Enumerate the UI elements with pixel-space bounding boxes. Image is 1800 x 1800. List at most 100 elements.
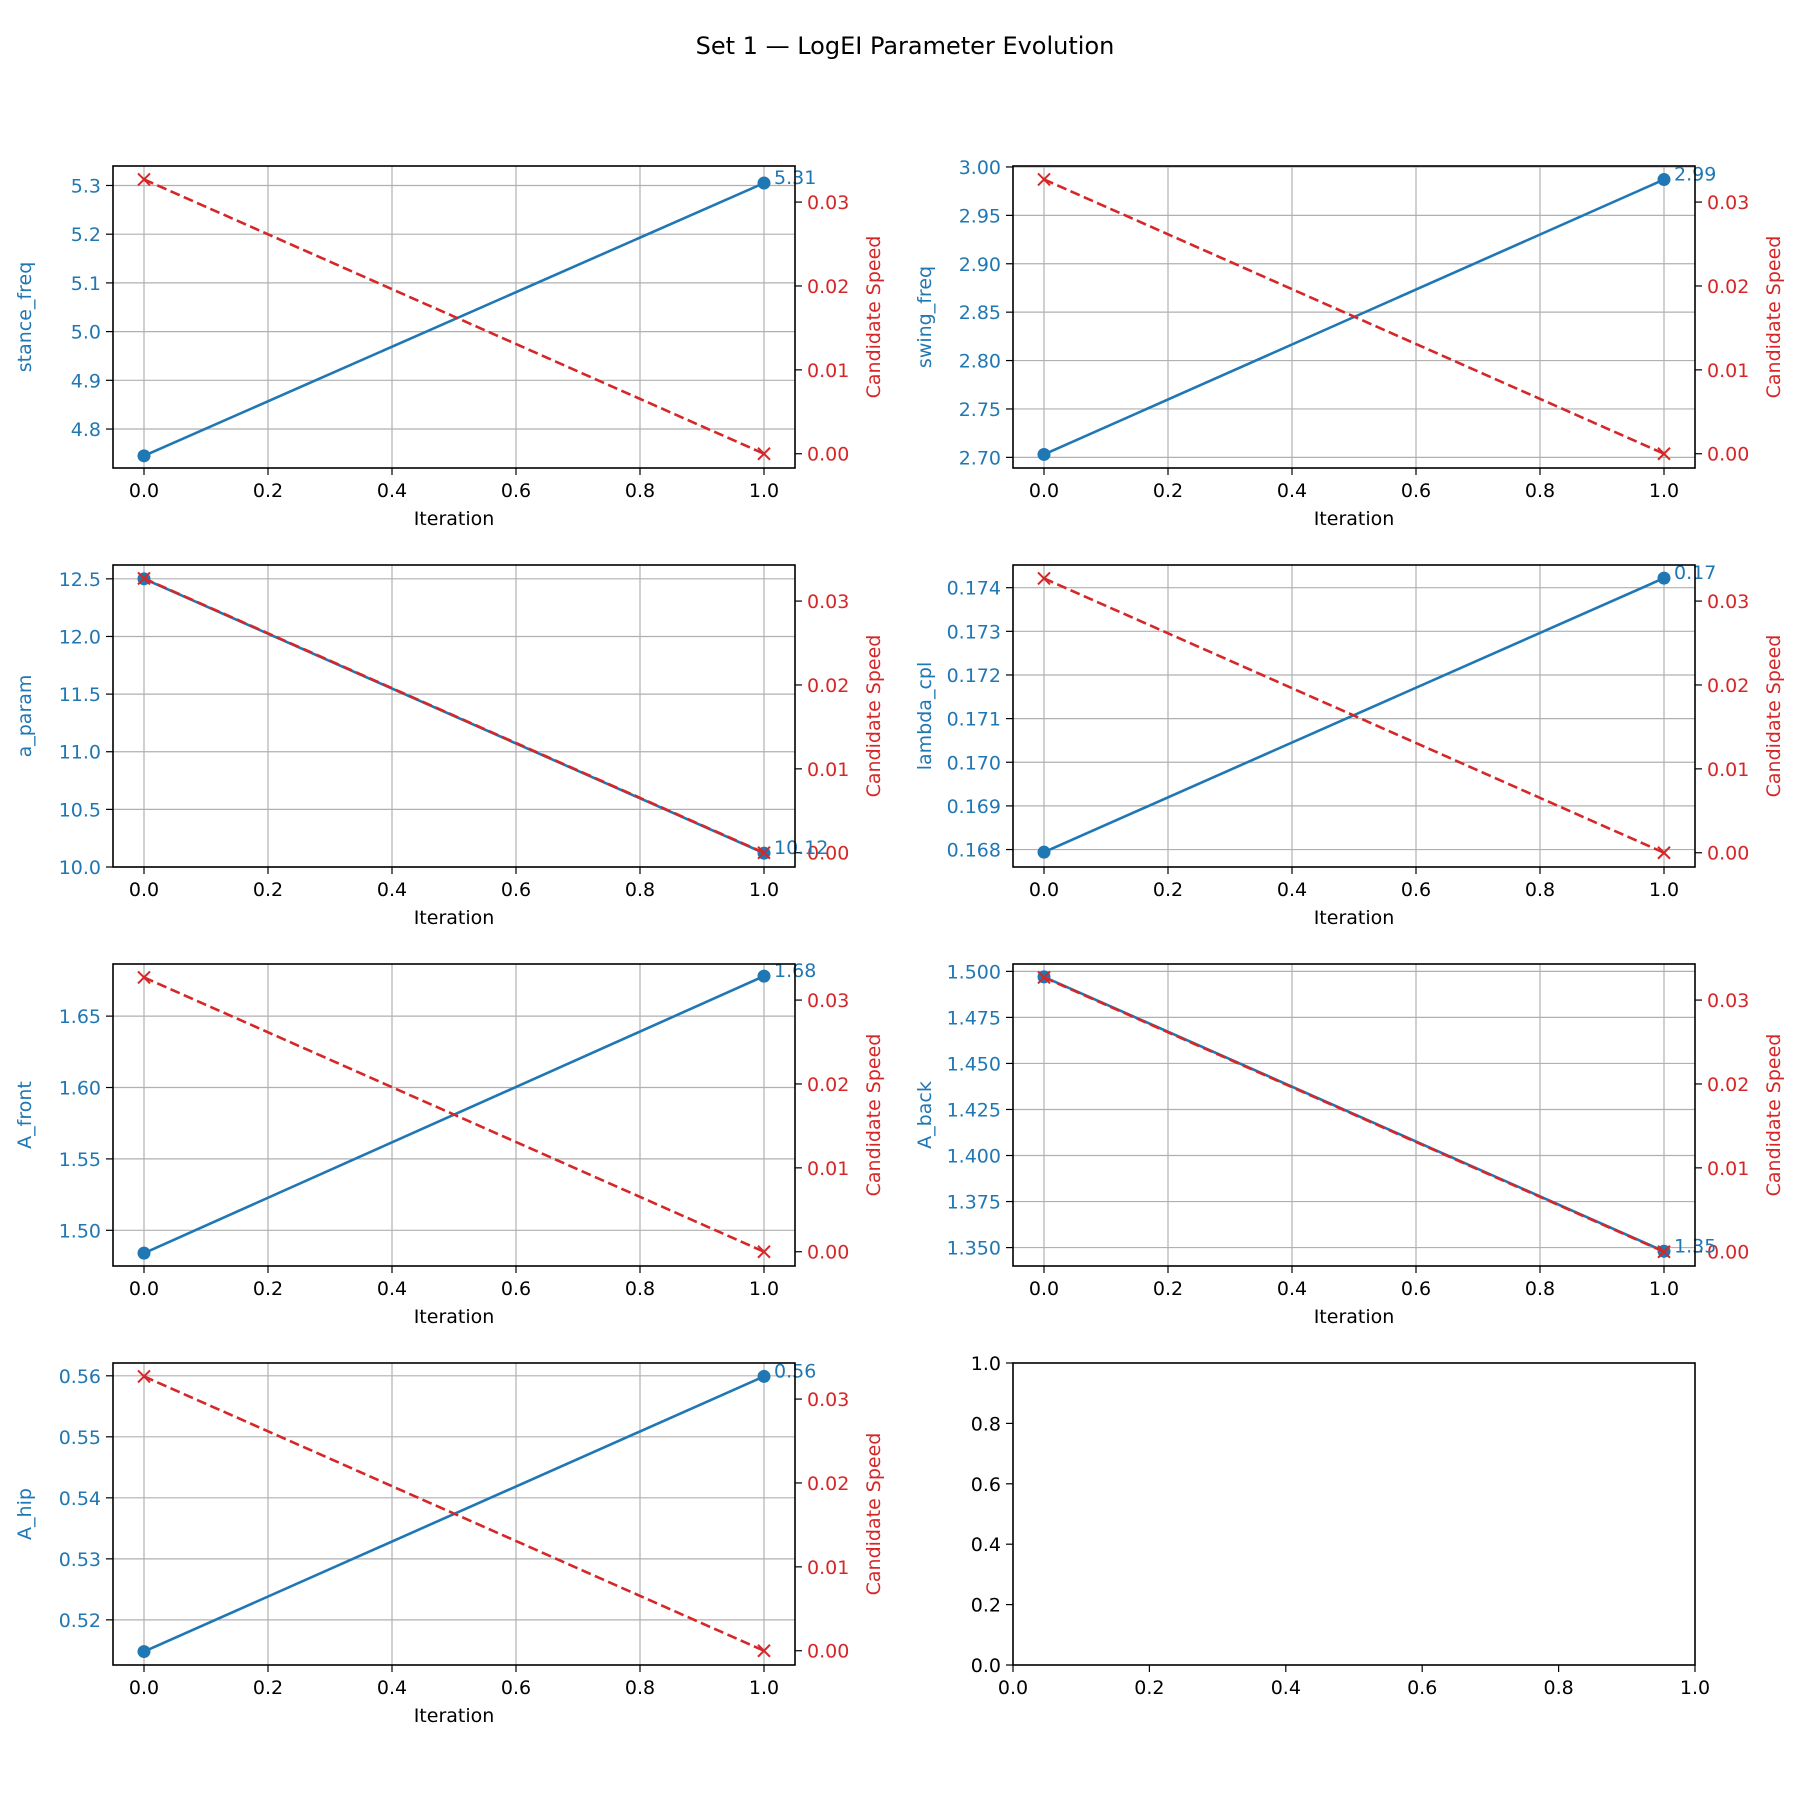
parameter-point (757, 176, 771, 190)
candidate-speed-marker (1657, 1245, 1671, 1259)
x-tick-label: 0.8 (1525, 480, 1555, 502)
x-tick-label: 0.2 (253, 480, 283, 502)
candidate-speed-marker (137, 571, 151, 586)
x-tick-label: 1.0 (749, 480, 779, 502)
y-tick-label: 1.0 (971, 1353, 1001, 1375)
x-tick-label: 0.6 (1407, 1677, 1437, 1699)
y-tick-label: 2.80 (959, 351, 1001, 373)
y-tick-label: 0.2 (971, 1595, 1001, 1617)
subplot-2: 0.0 0.2 0.4 0.6 0.8 1.0 2.70 2.75 2.80 2.85 2.90 2.… (914, 157, 1785, 530)
y-tick-label: 1.425 (947, 1099, 1001, 1121)
y-tick-label: 1.375 (947, 1192, 1001, 1214)
x-tick-label: 0.6 (1401, 480, 1431, 502)
x-tick-label: 1.0 (1649, 480, 1679, 502)
candidate-speed-line (1043, 577, 1665, 854)
x-axis-label: Iteration (414, 1705, 495, 1727)
marker-stroke (137, 172, 151, 187)
x-tick-label: 0.6 (501, 879, 531, 901)
y-tick-label: 0.169 (947, 796, 1001, 818)
y-tick-label: 2.95 (959, 205, 1001, 227)
x-axis-label: Iteration (414, 1306, 495, 1328)
y2-tick-label: 0.01 (1707, 759, 1749, 781)
y-tick-label: 5.3 (71, 175, 101, 197)
y2-tick-label: 0.00 (807, 444, 849, 466)
x-tick-label: 0.4 (377, 879, 407, 901)
parameter-line (143, 181, 765, 458)
x-tick-label: 1.0 (1680, 1677, 1710, 1699)
y2-tick-label: 0.01 (807, 759, 849, 781)
y-axis-label: stance_freq (14, 262, 36, 373)
x-tick-label: 0.2 (1153, 1278, 1183, 1300)
y2-tick-label: 0.03 (807, 1389, 849, 1411)
y-tick-label: 2.70 (959, 447, 1001, 469)
y2-tick-label: 0.02 (807, 1074, 849, 1096)
marker-stroke (1657, 447, 1671, 461)
candidate-speed-marker (1657, 447, 1671, 461)
y-tick-label: 2.85 (959, 302, 1001, 324)
subplot-7: 0.0 0.2 0.4 0.6 0.8 1.0 0.52 0.53 0.54 0.55 0.56 0.… (14, 1360, 885, 1727)
y-tick-label: 1.500 (947, 961, 1001, 983)
parameter-point (757, 969, 771, 983)
y2-tick-label: 0.03 (1707, 192, 1749, 214)
y2-tick-label: 0.03 (1707, 591, 1749, 613)
x-tick-label: 0.0 (129, 480, 159, 502)
y2-tick-label: 0.01 (807, 1158, 849, 1180)
x-tick-label: 0.4 (377, 1278, 407, 1300)
x-tick-label: 0.0 (129, 1677, 159, 1699)
x-tick-label: 0.0 (1029, 1278, 1059, 1300)
y-tick-label: 1.450 (947, 1053, 1001, 1075)
y-axis-label: A_back (914, 1081, 936, 1149)
y-tick-label: 5.2 (71, 224, 101, 246)
y-tick-label: 12.5 (59, 569, 101, 591)
axes-frame (1012, 165, 1696, 469)
x-tick-label: 0.0 (129, 1278, 159, 1300)
y2-tick-label: 0.01 (807, 360, 849, 382)
x-tick-label: 1.0 (749, 1677, 779, 1699)
subplot-3: 0.0 0.2 0.4 0.6 0.8 1.0 10.0 10.5 11.0 11.5 12.0 12… (14, 564, 885, 929)
axes-frame (112, 564, 796, 868)
y-tick-label: 1.65 (59, 1006, 101, 1028)
y-tick-label: 0.0 (971, 1655, 1001, 1677)
y2-axis-label: Candidate Speed (1763, 1034, 1785, 1197)
y-tick-label: 1.55 (59, 1149, 101, 1171)
y-tick-label: 2.90 (959, 254, 1001, 276)
x-tick-label: 0.4 (1277, 480, 1307, 502)
y2-tick-label: 0.01 (807, 1557, 849, 1579)
marker-stroke (757, 1245, 771, 1259)
x-tick-label: 0.8 (625, 1677, 655, 1699)
candidate-speed-marker (137, 172, 151, 187)
x-axis-label: Iteration (1314, 907, 1395, 929)
parameter-point (137, 1246, 151, 1260)
x-tick-label: 0.0 (1029, 480, 1059, 502)
x-tick-label: 0.0 (129, 879, 159, 901)
y2-tick-label: 0.03 (807, 192, 849, 214)
y2-axis-label: Candidate Speed (1763, 635, 1785, 798)
marker-stroke (1037, 571, 1051, 586)
y-tick-label: 0.4 (971, 1534, 1001, 1556)
y-tick-label: 4.8 (71, 419, 101, 441)
y-tick-label: 0.168 (947, 840, 1001, 862)
x-tick-label: 1.0 (1649, 879, 1679, 901)
y2-tick-label: 0.01 (1707, 360, 1749, 382)
y2-tick-label: 0.02 (1707, 675, 1749, 697)
x-tick-label: 0.8 (625, 480, 655, 502)
marker-stroke (137, 571, 151, 586)
axes-frame (112, 165, 796, 469)
candidate-speed-line (143, 178, 765, 455)
x-tick-label: 0.6 (1401, 1278, 1431, 1300)
y2-tick-label: 0.00 (1707, 444, 1749, 466)
candidate-speed-marker (757, 447, 771, 461)
subplot-5: 0.0 0.2 0.4 0.6 0.8 1.0 1.50 1.55 1.60 1.65 0.00 0.… (14, 960, 885, 1328)
y-axis-label: a_param (14, 675, 36, 758)
x-tick-label: 1.0 (749, 879, 779, 901)
y-tick-label: 12.0 (59, 626, 101, 648)
parameter-point (137, 1645, 151, 1659)
y2-tick-label: 0.00 (1707, 843, 1749, 865)
y2-tick-label: 0.02 (807, 1473, 849, 1495)
y-tick-label: 0.173 (947, 621, 1001, 643)
x-tick-label: 0.4 (1271, 1677, 1301, 1699)
y-tick-label: 10.5 (59, 799, 101, 821)
axes-frame (1012, 1362, 1696, 1666)
